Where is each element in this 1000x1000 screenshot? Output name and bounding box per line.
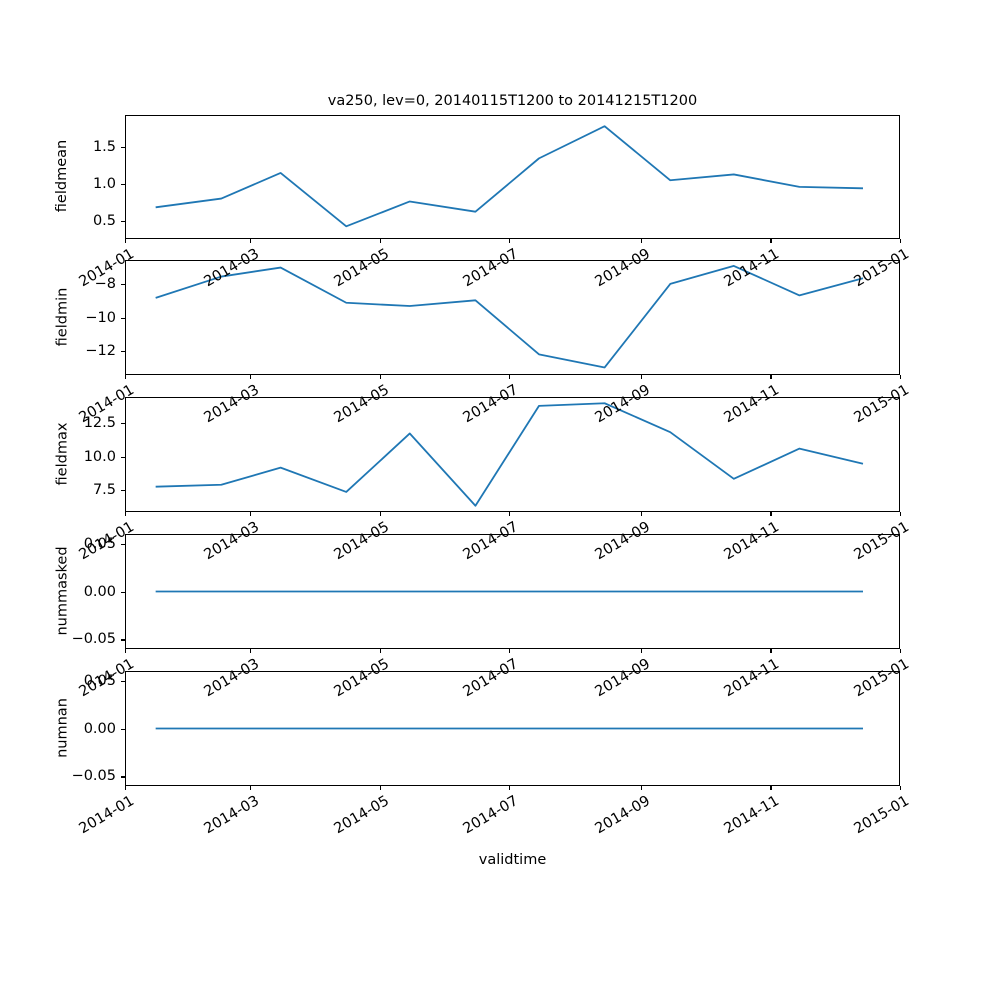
- x-tick-mark: [900, 786, 902, 790]
- y-tick-mark: [121, 146, 125, 149]
- series-line-fieldmin: [126, 261, 899, 374]
- x-tick-mark: [125, 239, 127, 243]
- y-axis-label-fieldmin: fieldmin: [54, 287, 70, 346]
- x-tick-mark: [640, 375, 643, 379]
- y-tick-mark: [121, 423, 125, 425]
- x-tick-mark: [379, 239, 381, 243]
- y-tick-mark: [121, 221, 125, 223]
- y-tick-label: 0.05: [83, 672, 116, 689]
- y-tick-label: 0.05: [83, 535, 116, 552]
- x-tick-mark: [640, 512, 643, 516]
- x-tick-mark: [509, 786, 511, 790]
- x-tick-mark: [770, 512, 772, 516]
- y-tick-mark: [121, 680, 125, 682]
- y-tick-label: −0.05: [71, 768, 116, 785]
- y-axis-label-fieldmax: fieldmax: [54, 422, 70, 485]
- x-tick-mark: [900, 512, 902, 516]
- y-tick-label: −12: [85, 342, 116, 359]
- series-line-fieldmax: [126, 398, 899, 511]
- series-line-fieldmean: [126, 116, 899, 238]
- x-tick-mark: [379, 786, 381, 790]
- y-tick-mark: [121, 489, 125, 492]
- x-tick-mark: [250, 239, 252, 243]
- x-tick-mark: [900, 375, 902, 379]
- series-line-nummasked: [126, 535, 899, 648]
- y-tick-label: −0.05: [71, 631, 116, 648]
- x-tick-mark: [250, 649, 252, 653]
- x-tick-mark: [379, 649, 381, 653]
- y-tick-mark: [121, 543, 125, 545]
- y-tick-mark: [121, 591, 125, 593]
- plot-panel-fieldmax: [125, 397, 900, 512]
- y-tick-label: 1.5: [92, 138, 116, 155]
- y-tick-mark: [121, 456, 125, 458]
- y-tick-label: 7.5: [92, 481, 116, 498]
- plot-panel-fieldmin: [125, 260, 900, 375]
- y-tick-mark: [121, 284, 125, 286]
- x-tick-mark: [509, 512, 511, 516]
- y-tick-mark: [121, 350, 125, 352]
- x-tick-mark: [509, 375, 511, 379]
- y-tick-mark: [121, 317, 125, 319]
- y-axis-label-nummasked: nummasked: [54, 545, 70, 636]
- x-tick-mark: [640, 649, 643, 653]
- series-line-numnan: [126, 672, 899, 785]
- x-tick-mark: [640, 239, 643, 243]
- x-tick-mark: [640, 786, 643, 790]
- y-tick-mark: [121, 639, 125, 641]
- x-tick-label: 2014-01: [76, 793, 137, 838]
- plot-panel-numnan: [125, 671, 900, 786]
- x-axis-label: validtime: [478, 852, 547, 868]
- y-tick-mark: [121, 184, 125, 186]
- x-tick-mark: [250, 786, 252, 790]
- y-axis-label-numnan: numnan: [54, 697, 70, 758]
- x-tick-mark: [900, 239, 902, 243]
- x-tick-mark: [125, 786, 127, 790]
- y-tick-label: −8: [94, 276, 116, 293]
- x-tick-mark: [900, 649, 902, 653]
- y-tick-label: 0.5: [92, 213, 116, 230]
- x-tick-mark: [770, 239, 772, 243]
- plot-panel-fieldmean: [125, 115, 900, 239]
- x-tick-mark: [770, 375, 772, 379]
- x-tick-mark: [379, 512, 381, 516]
- y-tick-label: 0.00: [83, 583, 116, 600]
- x-tick-mark: [509, 649, 511, 653]
- x-tick-mark: [250, 512, 252, 516]
- y-axis-label-fieldmean: fieldmean: [54, 139, 70, 213]
- x-tick-mark: [509, 239, 511, 243]
- figure-title: va250, lev=0, 20140115T1200 to 20141215T…: [327, 93, 698, 109]
- x-tick-mark: [250, 375, 252, 379]
- y-tick-label: 10.0: [83, 448, 116, 465]
- y-tick-label: −10: [85, 309, 116, 326]
- y-tick-label: 1.0: [92, 176, 116, 193]
- y-tick-label: 0.00: [83, 720, 116, 737]
- x-tick-mark: [125, 649, 127, 653]
- x-tick-mark: [125, 512, 127, 516]
- x-tick-mark: [770, 649, 772, 653]
- y-tick-label: 12.5: [83, 415, 116, 432]
- x-tick-mark: [770, 786, 772, 790]
- plot-panel-nummasked: [125, 534, 900, 649]
- y-tick-mark: [121, 728, 125, 730]
- x-tick-mark: [125, 375, 127, 379]
- x-tick-mark: [379, 375, 381, 379]
- y-tick-mark: [121, 776, 125, 778]
